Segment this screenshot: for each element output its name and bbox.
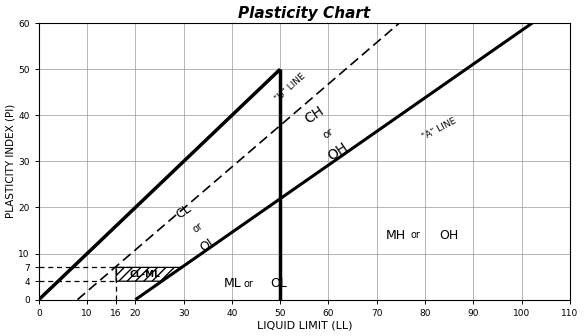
Text: OL: OL [197, 234, 218, 254]
Text: OH: OH [440, 228, 459, 242]
Title: Plasticity Chart: Plasticity Chart [238, 6, 370, 20]
Text: or: or [321, 127, 336, 141]
Polygon shape [116, 267, 182, 281]
Text: MH: MH [385, 228, 406, 242]
Text: ML: ML [224, 277, 242, 290]
Text: CH: CH [302, 104, 326, 127]
Text: or: or [411, 230, 420, 240]
Y-axis label: PLASTICITY INDEX (PI): PLASTICITY INDEX (PI) [6, 104, 16, 218]
X-axis label: LIQUID LIMIT (LL): LIQUID LIMIT (LL) [256, 321, 352, 330]
Text: OH: OH [325, 140, 351, 164]
Text: CL: CL [173, 202, 194, 222]
Text: CL-ML: CL-ML [130, 270, 161, 279]
Text: "U" LINE: "U" LINE [273, 72, 307, 103]
Text: OL: OL [270, 277, 287, 290]
Text: or: or [191, 221, 205, 235]
Text: "A" LINE: "A" LINE [421, 116, 458, 142]
Text: or: or [244, 279, 254, 289]
